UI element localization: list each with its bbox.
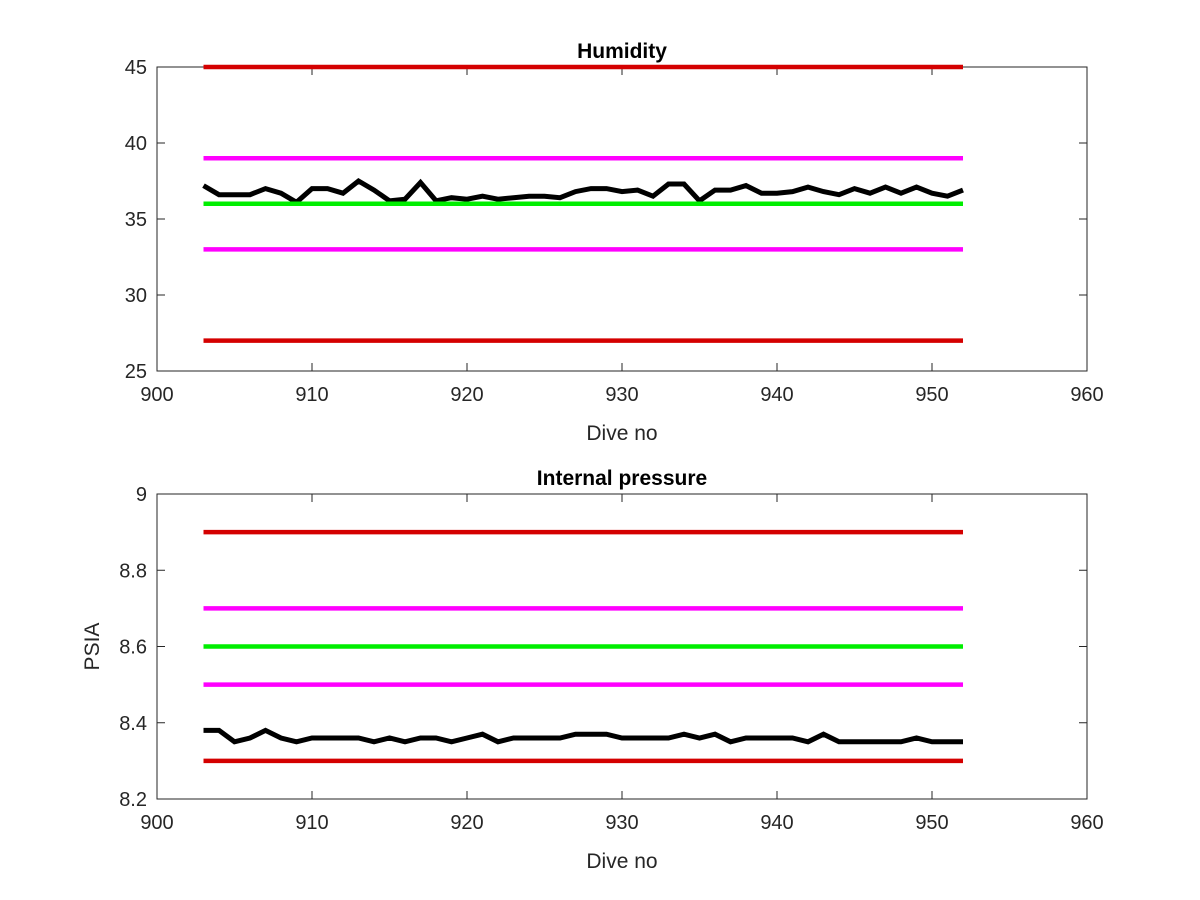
data-series-line <box>202 177 964 206</box>
x-tick-label: 960 <box>1070 812 1103 834</box>
x-tick-label: 950 <box>915 384 948 406</box>
y-tick-label: 8.4 <box>119 713 147 735</box>
y-tick-label: 25 <box>125 361 147 383</box>
x-tick-label: 960 <box>1070 384 1103 406</box>
x-tick-label: 930 <box>605 812 638 834</box>
x-tick-label: 930 <box>605 384 638 406</box>
y-axis-label: PSIA <box>81 623 104 671</box>
x-tick-label: 920 <box>450 384 483 406</box>
x-tick-label: 950 <box>915 812 948 834</box>
x-tick-label: 920 <box>450 812 483 834</box>
x-tick-label: 910 <box>295 812 328 834</box>
x-tick-label: 940 <box>760 812 793 834</box>
y-tick-label: 40 <box>125 133 147 155</box>
internal-pressure-subplot: 900 910 920 930 940 950 960 8.2 8.4 8.6 8.8 9 Intern… <box>81 467 1104 873</box>
x-tick-label: 910 <box>295 384 328 406</box>
y-tick-label: 35 <box>125 209 147 231</box>
y-tick-label: 8.8 <box>119 560 147 582</box>
y-tick-label: 45 <box>125 57 147 79</box>
axes-frame <box>156 66 1088 372</box>
chart-title: Humidity <box>577 40 667 63</box>
x-tick-label: 900 <box>140 812 173 834</box>
y-tick-label: 8.2 <box>119 789 147 811</box>
y-tick-label: 30 <box>125 285 147 307</box>
x-tick-label: 900 <box>140 384 173 406</box>
chart-title: Internal pressure <box>537 467 707 490</box>
x-axis-label: Dive no <box>586 422 657 445</box>
data-series-line <box>203 727 963 745</box>
x-axis-label: Dive no <box>586 850 657 873</box>
x-tick-label: 940 <box>760 384 793 406</box>
y-tick-label: 9 <box>136 484 147 506</box>
y-tick-label: 8.6 <box>119 637 147 659</box>
humidity-subplot: 900 910 920 930 940 950 960 25 30 35 40 45 Humidity D… <box>125 40 1104 445</box>
